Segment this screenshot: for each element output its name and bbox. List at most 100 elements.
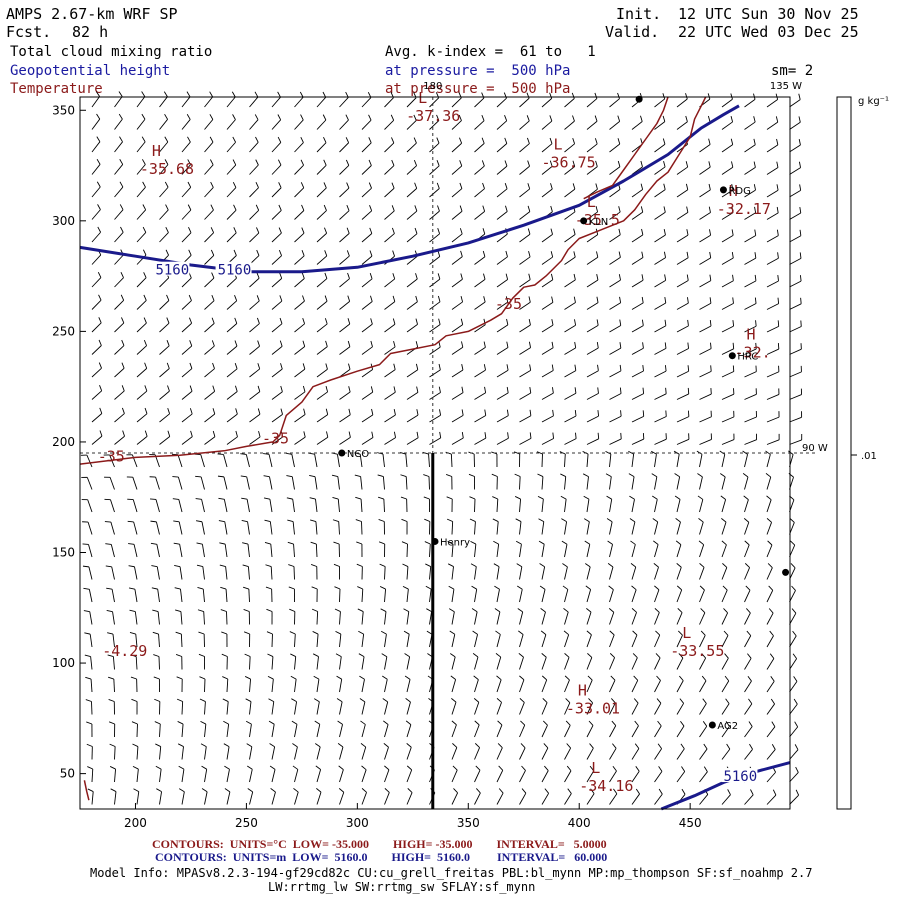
wind-barb — [451, 273, 463, 288]
wind-barb — [429, 409, 442, 423]
wind-barb — [496, 182, 508, 198]
wind-barb — [310, 564, 318, 580]
wind-barb — [654, 608, 660, 625]
wind-barb — [219, 564, 228, 580]
wind-barb — [583, 495, 590, 513]
extremum-value: -4.29 — [102, 642, 147, 660]
wind-barb — [204, 204, 214, 220]
wind-barb — [721, 653, 729, 670]
wind-barb — [220, 609, 228, 625]
wind-barb — [789, 433, 803, 445]
wind-barb — [609, 228, 621, 243]
wind-barb — [151, 587, 160, 603]
wind-barb — [226, 317, 238, 333]
station-marker — [719, 186, 727, 194]
wind-barb — [469, 518, 476, 535]
wind-barb — [766, 252, 779, 265]
wind-barb — [174, 587, 183, 603]
wind-barb — [586, 630, 592, 648]
wind-barb — [403, 630, 410, 648]
wind-barb — [492, 496, 499, 513]
map-grid: 180 135 W 90 W — [80, 81, 828, 809]
wind-barb — [175, 631, 183, 648]
wind-barb — [406, 295, 418, 310]
wind-barb — [199, 698, 206, 715]
wind-barb — [249, 114, 259, 130]
wind-barb — [204, 227, 215, 243]
wind-barb — [474, 114, 485, 130]
wind-barb — [654, 766, 663, 783]
wind-barb — [204, 91, 214, 108]
wind-barb — [564, 183, 576, 198]
init-time: 12 UTC Sun 30 Nov 25 — [678, 5, 859, 23]
wind-barb — [519, 273, 531, 288]
wind-barb — [361, 114, 372, 130]
wind-barb — [400, 474, 408, 490]
wind-barb — [314, 720, 321, 738]
wind-barb — [294, 204, 305, 220]
wind-barb — [361, 227, 373, 243]
y-tick-label: 200 — [52, 435, 75, 449]
wind-barb — [676, 297, 689, 310]
wind-barb — [294, 114, 304, 130]
wind-barb — [654, 698, 662, 715]
wind-barb — [496, 743, 503, 760]
wind-barb — [631, 115, 643, 130]
wind-barb — [541, 698, 548, 715]
wind-barb — [114, 362, 125, 378]
wind-barb — [563, 608, 569, 625]
wind-barb — [359, 675, 365, 693]
wind-barb — [654, 138, 666, 153]
wind-barb — [676, 563, 682, 580]
wind-barb — [609, 653, 616, 670]
y-tick-label: 150 — [52, 546, 75, 560]
wind-barb — [406, 363, 419, 378]
extremum-low: L — [418, 89, 427, 107]
wind-barb — [338, 765, 344, 783]
wind-barb — [789, 116, 801, 130]
wind-barb — [245, 720, 252, 738]
wind-barb — [675, 540, 682, 558]
wind-barb — [429, 160, 440, 175]
wind-barb — [114, 136, 123, 153]
wind-barb — [339, 340, 351, 355]
extremum-low: L — [591, 759, 600, 777]
wind-barb — [226, 362, 238, 378]
wind-barb — [406, 182, 418, 198]
wind-barb — [766, 297, 780, 310]
wind-barb — [80, 454, 93, 468]
wind-barb — [631, 296, 644, 310]
wind-barb — [699, 630, 706, 648]
wind-barb — [721, 342, 735, 355]
wind-barb — [361, 386, 374, 400]
wind-barb — [586, 743, 594, 760]
wind-barb — [541, 92, 553, 108]
wind-barb — [181, 294, 192, 310]
wind-barb — [312, 631, 319, 648]
extremum-value: -34.16 — [579, 777, 633, 795]
wind-barb — [114, 339, 125, 355]
wind-barb — [697, 473, 703, 490]
wind-barb — [699, 251, 712, 265]
wind-barb — [541, 720, 548, 738]
wind-barb — [586, 251, 599, 265]
wind-barb — [132, 743, 139, 760]
wind-barb — [766, 116, 779, 130]
wind-barb — [339, 318, 351, 333]
extremum-low: L — [682, 624, 691, 642]
wind-barb — [108, 699, 115, 715]
wind-barb — [744, 342, 757, 355]
wind-barb — [159, 362, 170, 378]
wind-barb — [789, 630, 797, 648]
wind-barb — [676, 698, 685, 715]
wind-barb — [316, 272, 328, 288]
wind-barb — [85, 699, 93, 715]
wind-barb — [699, 319, 712, 333]
wind-barb — [699, 297, 712, 310]
height-contour-5160 — [79, 104, 740, 274]
wind-barb — [338, 788, 345, 805]
wind-barb — [451, 341, 464, 355]
wind-barb — [699, 274, 712, 288]
wind-barb — [81, 476, 93, 490]
wind-barb — [586, 274, 599, 288]
